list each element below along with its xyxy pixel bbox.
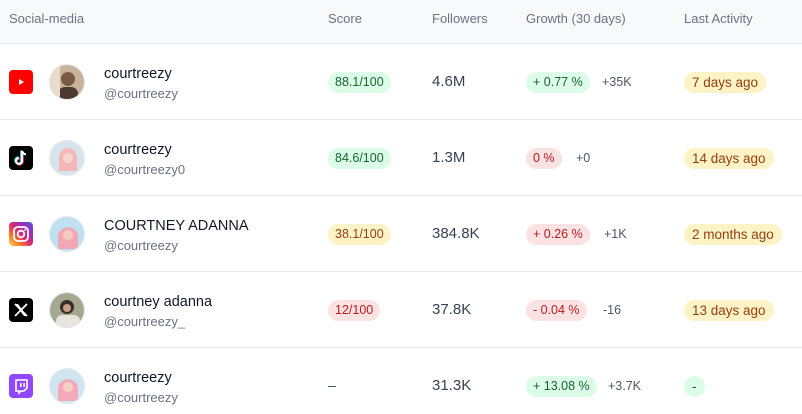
table-row[interactable]: courtreezy @courtreezy 88.1/100 4.6M + 0… <box>0 44 802 120</box>
score-badge: 84.6/100 <box>328 148 391 169</box>
last-activity-badge: 2 months ago <box>684 224 782 245</box>
score-badge: 12/100 <box>328 300 381 321</box>
followers-count: 37.8K <box>432 301 472 318</box>
growth-absolute: +0 <box>576 151 591 165</box>
growth-percent-badge: + 13.08 % <box>526 376 597 397</box>
youtube-icon <box>9 70 33 94</box>
twitch-icon <box>9 374 33 398</box>
table-row[interactable]: courtreezy @courtreezy – 31.3K + 13.08 %… <box>0 348 802 414</box>
last-activity-badge: 7 days ago <box>684 72 767 93</box>
growth-percent-badge: 0 % <box>526 148 562 169</box>
header-growth[interactable]: Growth (30 days) <box>526 11 626 26</box>
avatar[interactable] <box>49 140 85 176</box>
growth-absolute: +3.7K <box>608 379 642 393</box>
followers-count: 31.3K <box>432 377 472 394</box>
account-handle: @courtreezy0 <box>104 162 186 177</box>
last-activity-badge: - <box>684 376 705 397</box>
table-row[interactable]: COURTNEY ADANNA @courtreezy 38.1/100 384… <box>0 196 802 272</box>
growth-absolute: -16 <box>603 303 622 317</box>
followers-count: 1.3M <box>432 149 466 166</box>
account-handle: @courtreezy <box>104 238 178 253</box>
table-row[interactable]: courtreezy @courtreezy0 84.6/100 1.3M 0 … <box>0 120 802 196</box>
last-activity-badge: 13 days ago <box>684 300 774 321</box>
avatar[interactable] <box>49 368 85 404</box>
account-handle: @courtreezy <box>104 390 178 405</box>
avatar[interactable] <box>49 64 85 100</box>
header-followers[interactable]: Followers <box>432 11 488 26</box>
header-score[interactable]: Score <box>328 11 362 26</box>
followers-count: 384.8K <box>432 225 480 242</box>
avatar[interactable] <box>49 292 85 328</box>
growth-absolute: +1K <box>604 227 627 241</box>
growth-percent-badge: - 0.04 % <box>526 300 587 321</box>
table-header: Social-media Score Followers Growth (30 … <box>0 0 802 44</box>
header-social-media[interactable]: Social-media <box>9 11 85 26</box>
account-name[interactable]: COURTNEY ADANNA <box>104 218 249 234</box>
last-activity-badge: 14 days ago <box>684 148 774 169</box>
account-name[interactable]: courtney adanna <box>104 294 213 310</box>
score-badge: 88.1/100 <box>328 72 391 93</box>
instagram-icon <box>9 222 33 246</box>
x-icon <box>9 298 33 322</box>
account-handle: @courtreezy_ <box>104 314 186 329</box>
score-badge: 38.1/100 <box>328 224 391 245</box>
growth-percent-badge: + 0.26 % <box>526 224 590 245</box>
avatar[interactable] <box>49 216 85 252</box>
tiktok-icon <box>9 146 33 170</box>
account-name[interactable]: courtreezy <box>104 142 172 158</box>
account-name[interactable]: courtreezy <box>104 370 172 386</box>
table-row[interactable]: courtney adanna @courtreezy_ 12/100 37.8… <box>0 272 802 348</box>
growth-absolute: +35K <box>602 75 632 89</box>
score-empty: – <box>328 377 336 393</box>
account-handle: @courtreezy <box>104 86 178 101</box>
growth-percent-badge: + 0.77 % <box>526 72 590 93</box>
account-name[interactable]: courtreezy <box>104 66 172 82</box>
header-last-activity[interactable]: Last Activity <box>684 11 753 26</box>
followers-count: 4.6M <box>432 73 466 90</box>
